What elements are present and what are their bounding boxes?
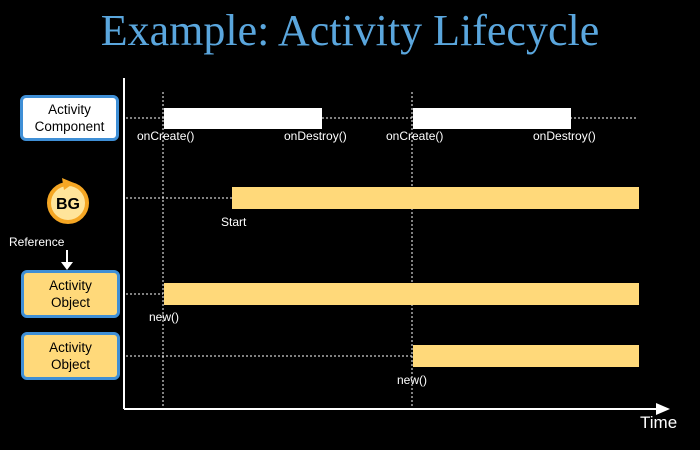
activity-object-box-1: Activity Object bbox=[21, 270, 120, 318]
label-new-1: new() bbox=[149, 310, 179, 324]
component-bar-2 bbox=[413, 108, 571, 129]
x-axis-label: Time bbox=[640, 413, 677, 432]
reference-label: Reference bbox=[9, 235, 65, 249]
label-oncreate-1: onCreate() bbox=[137, 129, 194, 143]
activity-object-box-2: Activity Object bbox=[21, 332, 120, 380]
label-ondestroy-2: onDestroy() bbox=[533, 129, 596, 143]
slide-title: Example: Activity Lifecycle bbox=[100, 6, 600, 55]
label-ondestroy-1: onDestroy() bbox=[284, 129, 347, 143]
bg-icon-text: BG bbox=[56, 196, 80, 213]
label-new-2: new() bbox=[397, 373, 427, 387]
background-bar bbox=[232, 187, 639, 209]
bg-icon: BG bbox=[47, 178, 89, 224]
label-start: Start bbox=[221, 215, 247, 229]
reference-arrow-icon bbox=[61, 250, 73, 270]
object-2-bar bbox=[413, 345, 639, 367]
x-axis-arrowhead bbox=[656, 403, 670, 415]
component-bar-1 bbox=[164, 108, 322, 129]
object-1-bar bbox=[164, 283, 639, 305]
activity-component-box: Activity Component bbox=[20, 95, 119, 141]
label-oncreate-2: onCreate() bbox=[386, 129, 443, 143]
